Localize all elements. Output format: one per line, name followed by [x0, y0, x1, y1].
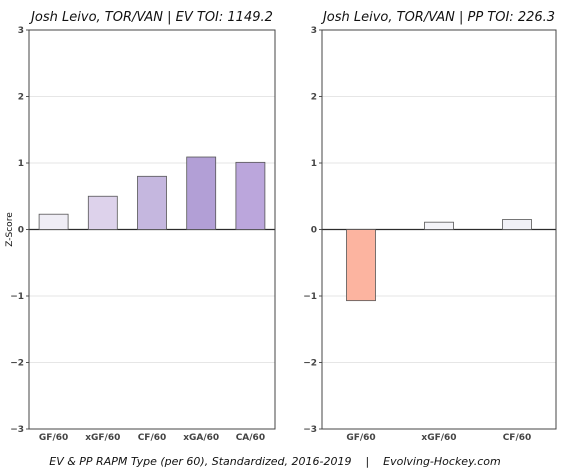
y-tick-label: 3: [18, 26, 24, 36]
bar-xgf-per-60: [424, 221, 454, 230]
plot-frame: [28, 29, 276, 430]
y-tick-label: 2: [311, 93, 317, 103]
bar-ca-per-60: [235, 161, 266, 230]
y-tick-label: 1: [311, 159, 317, 169]
x-tick-label: GF/60: [346, 433, 375, 443]
chart-title: Josh Leivo, TOR/VAN | PP TOI: 226.3: [320, 10, 555, 25]
x-tick-label: CF/60: [138, 433, 167, 443]
bar-gf-per-60: [38, 213, 69, 230]
pp-rapm-panel: −3 −2 −1 0 1 2 3 GF/60 xGF/60 CF/60 Josh Leivo, TO…: [303, 10, 557, 443]
y-tick-label: −3: [303, 425, 317, 435]
x-tick-label: xGF/60: [421, 433, 456, 443]
y-tick-label: 0: [18, 226, 24, 236]
y-axis-label: Z-Score: [5, 212, 15, 247]
x-tick-label: GF/60: [39, 433, 68, 443]
plot-frame: [321, 29, 557, 430]
y-tick-label: 0: [311, 226, 317, 236]
chart-title: Josh Leivo, TOR/VAN | EV TOI: 1149.2: [28, 10, 273, 25]
x-tick-label: xGF/60: [85, 433, 120, 443]
figure-caption: EV & PP RAPM Type (per 60), Standardized…: [49, 455, 500, 468]
y-tick-label: −1: [303, 292, 317, 302]
y-tick-label: 3: [311, 26, 317, 36]
x-tick-label: xGA/60: [183, 433, 219, 443]
bar-cf-per-60: [502, 219, 532, 230]
x-tick-label: CF/60: [503, 433, 532, 443]
y-tick-label: −2: [303, 359, 317, 369]
y-tick-label: 2: [18, 93, 24, 103]
x-tick-label: CA/60: [236, 433, 265, 443]
y-tick-label: 1: [18, 159, 24, 169]
bar-cf-per-60: [137, 175, 167, 230]
y-tick-label: −2: [10, 359, 24, 369]
y-tick-label: −3: [10, 425, 24, 435]
bar-xga-per-60: [186, 156, 217, 230]
ev-rapm-panel: −3 −2 −1 0 1 2 3 GF/60 xGF/60 CF/60 xGA/60 CA/60 Jos…: [5, 10, 276, 443]
bar-xgf-per-60: [87, 195, 118, 230]
bar-gf-per-60: [346, 229, 376, 302]
y-tick-label: −1: [10, 292, 24, 302]
